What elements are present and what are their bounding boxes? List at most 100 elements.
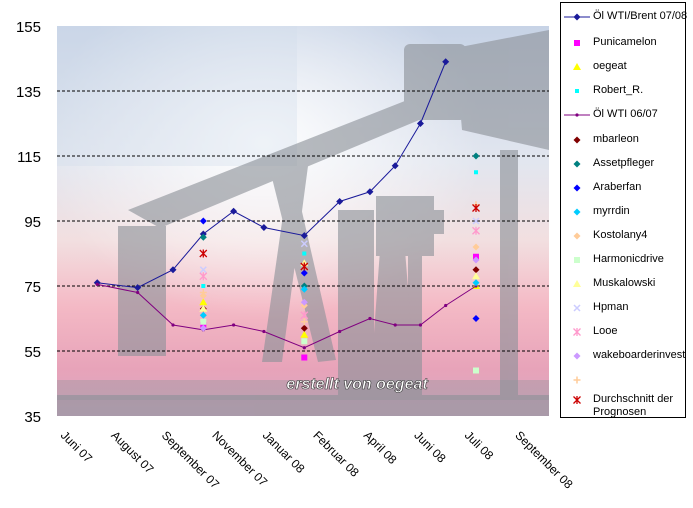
data-point [472,315,480,322]
data-point [300,330,309,338]
series-line [97,61,447,289]
data-point [472,256,480,264]
legend-item: mbarleon [561,133,685,151]
data-point [472,226,480,235]
legend-marker [573,136,581,144]
data-point [418,323,423,327]
data-point [300,324,308,332]
legend-symbol [573,184,581,192]
data-point [300,240,308,248]
x-tick-label: Juni 07 [58,428,95,465]
data-point [201,284,206,288]
legend-item: Harmonicdrive [561,253,685,271]
legend-label: mbarleon [593,133,639,145]
data-point [300,298,308,306]
data-point [199,289,207,296]
series-7 [199,217,480,322]
legend-item: Punicamelon [561,36,685,54]
legend-label: Öl WTI/Brent 07/08 [593,10,688,22]
data-point [300,285,308,293]
data-point [262,329,266,334]
legend-symbol [573,136,581,144]
legend-symbol [573,63,581,70]
data-point [474,170,478,175]
y-tick-label: 35 [24,409,41,426]
legend-label: Robert_R. [593,84,644,96]
legend-marker [573,304,581,312]
legend-label: oegeat [593,60,627,72]
data-point [472,152,480,160]
legend-item: Araberfan [561,181,685,199]
legend-label: Assetpfleger [593,157,655,169]
data-point [199,304,208,312]
data-point [368,316,372,321]
data-point [472,243,480,251]
legend-item: Öl WTI 06/07 [561,108,685,126]
data-point [232,323,236,327]
x-tick-label: August 07 [108,428,156,476]
y-axis: 35 55 75 95 115 135 155 [16,19,41,426]
data-point [199,233,207,241]
legend-label: Punicamelon [593,36,657,48]
data-point [134,284,142,292]
legend-label: myrrdin [593,205,630,217]
y-tick-label: 55 [24,344,41,361]
legend-symbol [573,232,581,240]
data-point [338,329,342,334]
legend-marker [573,13,581,21]
legend-item: Öl WTI/Brent 07/08 [561,10,688,28]
legend-item: oegeat [561,60,685,78]
legend-symbol [573,352,581,360]
data-point [301,338,308,345]
data-point [472,272,480,280]
legend-label: Muskalowski [593,277,656,289]
legend-marker [573,280,581,287]
legend-item: wakeboarderinvest [561,349,685,367]
data-point [366,188,374,196]
legend-item: Kostolany4 [561,229,685,247]
data-point [199,272,208,281]
legend-marker [574,257,580,263]
legend-item: Looe [561,325,685,343]
data-point [302,346,306,350]
legend-symbol [573,304,581,312]
series-3 [201,170,478,288]
data-point [199,266,207,274]
series-13 [199,226,480,320]
legend-symbol [574,40,580,46]
legend-marker [573,396,581,404]
legend-label: Hpman [593,301,629,313]
data-point [200,318,207,325]
series-12 [199,217,480,274]
series-0 [93,58,450,292]
legend-label: Harmonicdrive [593,253,664,265]
data-point [95,282,99,286]
legend-label: Öl WTI 06/07 [593,108,658,120]
legend-marker [573,376,581,384]
x-tick-label: Juli 08 [462,428,497,463]
data-point [171,323,175,327]
legend-symbol [574,257,580,263]
legend-item: Robert_R. [561,84,685,102]
legend-marker [573,160,581,168]
data-point [391,162,399,170]
data-point [300,311,309,320]
series-16 [199,204,480,271]
legend-marker [575,89,579,93]
data-point [336,198,344,205]
legend-item: Hpman [561,301,685,319]
x-tick-label: April 08 [361,428,400,467]
series-layer [93,58,480,374]
x-tick-label: Januar 08 [260,428,308,476]
data-point [199,249,208,258]
data-point [442,58,450,66]
legend-item: Muskalowski [561,277,685,295]
data-point [300,269,308,277]
legend-label: wakeboarderinvest [593,349,686,361]
legend-label: Looe [593,325,618,337]
x-tick-label: Februar 08 [310,428,362,480]
series-4 [95,282,478,350]
legend-symbol [573,328,581,336]
